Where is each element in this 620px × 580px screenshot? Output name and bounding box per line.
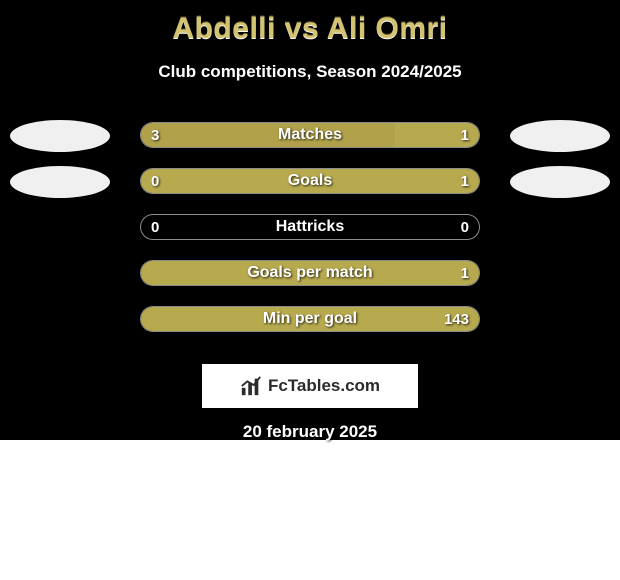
chart-icon bbox=[240, 375, 262, 397]
stat-row: 31Matches bbox=[0, 118, 620, 164]
stat-row: 0 0Hattricks bbox=[0, 210, 620, 256]
stat-bar: 31Matches bbox=[140, 122, 480, 148]
stat-row: 01Goals bbox=[0, 164, 620, 210]
stat-bar: 0 0Hattricks bbox=[140, 214, 480, 240]
brand-text: FcTables.com bbox=[268, 376, 380, 396]
brand-link[interactable]: FcTables.com bbox=[202, 364, 418, 408]
stat-bar: 143Min per goal bbox=[140, 306, 480, 332]
comparison-card: Abdelli vs Ali Omri Club competitions, S… bbox=[0, 0, 620, 440]
subtitle: Club competitions, Season 2024/2025 bbox=[0, 62, 620, 82]
stat-row: 143Min per goal bbox=[0, 302, 620, 348]
stat-bar: 01Goals bbox=[140, 168, 480, 194]
page-title: Abdelli vs Ali Omri bbox=[0, 12, 620, 46]
player-photo-left bbox=[10, 120, 110, 152]
stat-bar-right-fill bbox=[141, 307, 479, 331]
stats-container: 31Matches 01Goals 0 0Hattricks 1Goals per ma… bbox=[0, 118, 620, 348]
stat-row: 1Goals per match bbox=[0, 256, 620, 302]
date-text: 20 february 2025 bbox=[0, 422, 620, 442]
stat-label: Hattricks bbox=[141, 215, 479, 239]
player-photo-left bbox=[10, 166, 110, 198]
stat-value-right: 0 bbox=[461, 215, 469, 239]
stat-bar-right-fill bbox=[141, 169, 479, 193]
stat-bar-right-fill bbox=[141, 261, 479, 285]
stat-bar: 1Goals per match bbox=[140, 260, 480, 286]
stat-value-left: 0 bbox=[151, 215, 159, 239]
player-photo-right bbox=[510, 166, 610, 198]
stat-bar-right-fill bbox=[395, 123, 480, 147]
player-photo-right bbox=[510, 120, 610, 152]
stat-bar-left-fill bbox=[141, 123, 395, 147]
